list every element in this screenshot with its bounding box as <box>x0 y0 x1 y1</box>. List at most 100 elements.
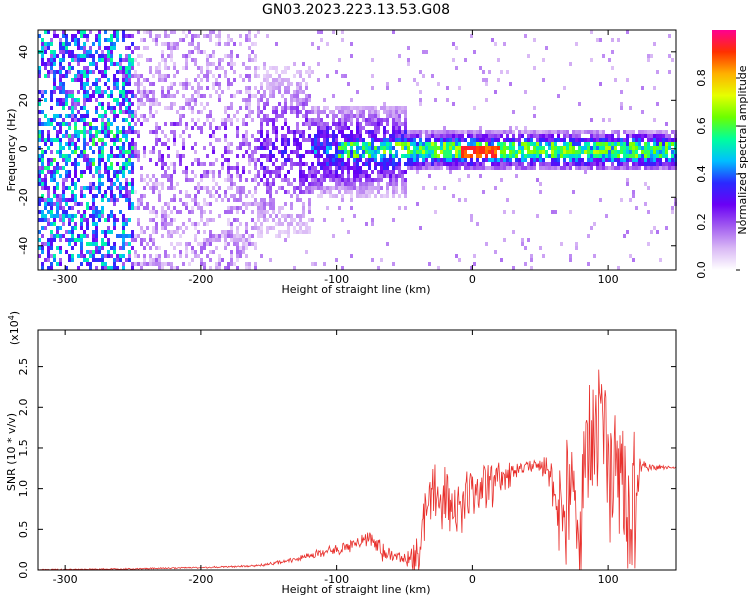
spectrogram-cell <box>656 230 659 234</box>
spectrogram-cell <box>467 146 470 150</box>
spectrogram-cell <box>227 158 230 162</box>
spectrogram-cell <box>194 122 197 126</box>
spectrogram-cell <box>572 134 575 138</box>
spectrogram-cell <box>305 122 308 126</box>
spectrogram-cell <box>515 166 518 170</box>
spectrogram-cell <box>185 166 188 170</box>
spectrogram-cell <box>197 94 200 98</box>
spectrogram-cell <box>650 230 653 234</box>
spectrogram-x-label: Height of straight line (km) <box>281 283 430 296</box>
spectrogram-cell <box>59 58 62 62</box>
spectrogram-cell <box>41 170 44 174</box>
spectrogram-cell <box>98 250 101 254</box>
spectrogram-cell <box>542 138 545 142</box>
spectrogram-cell <box>125 222 128 226</box>
spectrogram-cell <box>620 146 623 150</box>
spectrogram-cell <box>296 194 299 198</box>
spectrogram-cell <box>554 162 557 166</box>
spectrogram-cell <box>575 242 578 246</box>
spectrogram-cell <box>419 150 422 154</box>
spectrogram-cell <box>80 82 83 86</box>
spectrogram-cell <box>230 166 233 170</box>
spectrogram-cell <box>125 82 128 86</box>
spectrogram-cell <box>335 114 338 118</box>
spectrogram-cell <box>236 266 239 270</box>
spectrogram-cell <box>599 130 602 134</box>
spectrogram-cell <box>404 154 407 158</box>
spectrogram-cell <box>386 110 389 114</box>
spectrogram-cell <box>161 50 164 54</box>
spectrogram-cell <box>110 182 113 186</box>
spectrogram-cell <box>440 150 443 154</box>
spectrogram-cell <box>647 146 650 150</box>
spectrogram-cell <box>137 118 140 122</box>
spectrogram-cell <box>356 126 359 130</box>
spectrogram-cell <box>164 74 167 78</box>
spectrogram-cell <box>239 174 242 178</box>
spectrogram-cell <box>266 138 269 142</box>
spectrogram-cell <box>116 170 119 174</box>
spectrogram-cell <box>173 162 176 166</box>
spectrogram-cell <box>260 214 263 218</box>
spectrogram-cell <box>158 246 161 250</box>
spectrogram-cell <box>356 154 359 158</box>
spectrogram-cell <box>68 158 71 162</box>
spectrogram-cell <box>482 190 485 194</box>
spectrogram-cell <box>419 90 422 94</box>
spectrogram-cell <box>65 130 68 134</box>
spectrogram-cell <box>464 154 467 158</box>
spectrogram-cell <box>218 98 221 102</box>
spectrogram-cell <box>431 142 434 146</box>
spectrogram-cell <box>158 194 161 198</box>
spectrogram-cell <box>617 266 620 270</box>
spectrogram-cell <box>485 154 488 158</box>
spectrogram-cell <box>83 50 86 54</box>
spectrogram-cell <box>431 162 434 166</box>
spectrogram-cell <box>350 138 353 142</box>
spectrogram-cell <box>596 162 599 166</box>
spectrogram-cell <box>362 106 365 110</box>
spectrogram-cell <box>437 146 440 150</box>
spectrogram-cell <box>92 254 95 258</box>
spectrogram-cell <box>125 54 128 58</box>
spectrogram-cell <box>269 182 272 186</box>
spectrogram-cell <box>257 102 260 106</box>
spectrogram-cell <box>443 134 446 138</box>
spectrogram-cell <box>311 142 314 146</box>
spectrogram-cell <box>422 146 425 150</box>
spectrogram-cell <box>92 158 95 162</box>
spectrogram-cell <box>251 178 254 182</box>
spectrogram-cell <box>530 266 533 270</box>
spectrogram-cell <box>59 126 62 130</box>
spectrogram-cell <box>44 138 47 142</box>
spectrogram-cell <box>668 166 671 170</box>
spectrogram-cell <box>236 218 239 222</box>
spectrogram-cell <box>623 158 626 162</box>
spectrogram-cell <box>665 162 668 166</box>
spectrogram-cell <box>278 206 281 210</box>
spectrogram-cell <box>596 146 599 150</box>
spectrogram-cell <box>269 186 272 190</box>
spectrogram-cell <box>359 130 362 134</box>
spectrogram-cell <box>482 166 485 170</box>
snr-y-tick-label: 0.5 <box>17 521 30 539</box>
spectrogram-cell <box>143 118 146 122</box>
spectrogram-cell <box>527 54 530 58</box>
spectrogram-cell <box>50 178 53 182</box>
spectrogram-cell <box>224 238 227 242</box>
spectrogram-cell <box>116 114 119 118</box>
spectrogram-cell <box>203 162 206 166</box>
spectrogram-cell <box>185 174 188 178</box>
spectrogram-cell <box>128 142 131 146</box>
spectrogram-cell <box>56 214 59 218</box>
spectrogram-cell <box>371 142 374 146</box>
spectrogram-cell <box>131 162 134 166</box>
spectrogram-cell <box>50 54 53 58</box>
spectrogram-cell <box>392 138 395 142</box>
spectrogram-cell <box>329 146 332 150</box>
spectrogram-cell <box>623 142 626 146</box>
spectrogram-cell <box>284 178 287 182</box>
spectrogram-cell <box>554 150 557 154</box>
spectrogram-cell <box>98 214 101 218</box>
